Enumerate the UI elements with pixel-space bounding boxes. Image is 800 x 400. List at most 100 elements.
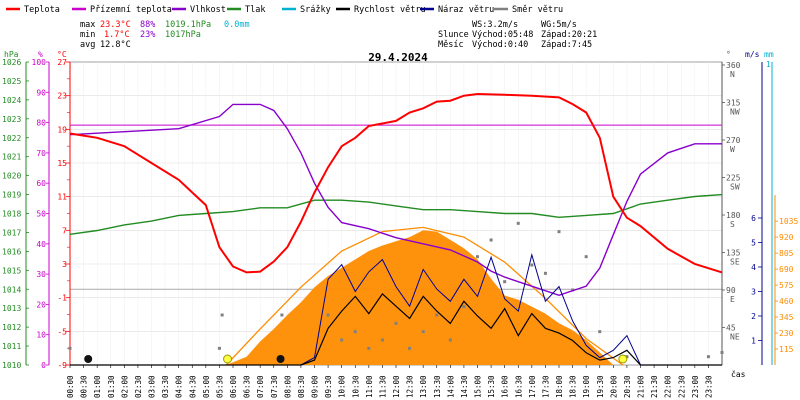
- x-tick-label: 12:30: [406, 375, 415, 398]
- hpa-tick-label: 1019: [2, 191, 21, 200]
- pct-tick-label: 10: [36, 331, 46, 340]
- x-tick-label: 06:30: [243, 375, 252, 398]
- temp-tick-label: 15: [57, 159, 67, 168]
- dir-tick-label: 225: [726, 174, 741, 183]
- x-tick-label: 19:30: [596, 375, 605, 398]
- hpa-tick-label: 1026: [2, 58, 21, 67]
- pct-tick-label: 20: [36, 300, 46, 309]
- x-tick-label: 12:00: [392, 375, 401, 398]
- hpa-tick-label: 1017: [2, 228, 21, 237]
- x-tick-label: 20:30: [623, 375, 632, 398]
- x-tick-label: 22:00: [664, 375, 673, 398]
- x-tick-label: 23:30: [704, 375, 713, 398]
- pct-tick-label: 80: [36, 119, 46, 128]
- series-theoretical-radiation: [225, 226, 624, 366]
- chart-title: 29.4.2024: [368, 51, 428, 64]
- dir-compass-label: N: [730, 70, 735, 79]
- wind-direction-point: [435, 313, 439, 317]
- moonrise-icon: [84, 355, 93, 363]
- solar-tick-label: 115: [779, 345, 794, 354]
- ms-tick-label: 6: [751, 214, 756, 223]
- hpa-tick-label: 1011: [2, 342, 21, 351]
- hpa-tick-label: 1021: [2, 153, 21, 162]
- hpa-tick-label: 1014: [2, 285, 21, 294]
- x-tick-label: 20:00: [609, 375, 618, 398]
- wind-direction-point: [421, 330, 425, 334]
- ms-tick-label: 5: [751, 239, 756, 248]
- x-tick-label: 09:00: [311, 375, 320, 398]
- stat-sunset: Západ:20:21: [541, 30, 597, 40]
- x-tick-label: 23:00: [691, 375, 700, 398]
- pct-tick-label: 0: [41, 361, 46, 370]
- legend-label: Srážky: [300, 5, 331, 15]
- hpa-tick-label: 1020: [2, 172, 21, 181]
- stat-min-temp: 1.7°C: [104, 30, 130, 40]
- ms-tick-label: 3: [751, 288, 756, 297]
- dir-tick-label: 45: [726, 324, 736, 333]
- legend-label: Rychlost větru: [354, 5, 426, 15]
- hpa-tick-label: 1018: [2, 210, 21, 219]
- wind-direction-point: [326, 313, 330, 317]
- wind-direction-point: [543, 271, 547, 275]
- series-solar-radiation: [70, 230, 722, 365]
- x-tick-label: 15:00: [474, 375, 483, 398]
- temp-tick-label: -5: [57, 327, 67, 336]
- x-tick-label: 10:00: [338, 375, 347, 398]
- x-tick-label: 17:00: [528, 375, 537, 398]
- pct-tick-label: 30: [36, 270, 46, 279]
- wind-direction-point: [367, 346, 371, 350]
- x-tick-label: 22:30: [677, 375, 686, 398]
- ms-tick-label: 2: [751, 312, 756, 321]
- stat-wg: WG:5m/s: [541, 20, 577, 30]
- x-tick-label: 02:30: [134, 375, 143, 398]
- x-tick-label: 10:30: [351, 375, 360, 398]
- hpa-axis-unit: hPa: [4, 50, 19, 59]
- wind-direction-point: [462, 305, 466, 309]
- ms-tick-label: 1: [751, 337, 756, 346]
- hpa-tick-label: 1012: [2, 323, 21, 332]
- x-tick-label: 03:00: [148, 375, 157, 398]
- wind-direction-point: [394, 321, 398, 325]
- series-wind-speed: [70, 292, 722, 366]
- stat-min-press: 1017hPa: [165, 30, 201, 40]
- dir-tick-label: 270: [726, 136, 741, 145]
- legend-label: Vlhkost: [190, 5, 226, 15]
- wind-direction-point: [584, 255, 588, 259]
- wind-direction-point: [340, 338, 344, 342]
- x-tick-label: 01:00: [93, 375, 102, 398]
- wind-direction-point: [571, 288, 575, 292]
- x-tick-label: 04:00: [175, 375, 184, 398]
- stat-ws: WS:3.2m/s: [472, 20, 518, 30]
- x-tick-label: 17:30: [541, 375, 550, 398]
- x-tick-label: 11:30: [378, 375, 387, 398]
- wind-direction-point: [476, 255, 479, 259]
- axes: hPa1026102510241023102210211020101910181…: [2, 50, 798, 398]
- x-tick-label: 13:30: [433, 375, 442, 398]
- dir-compass-label: SE: [730, 258, 740, 267]
- dir-compass-label: NW: [730, 108, 740, 117]
- series-wind-gust: [70, 252, 722, 366]
- x-tick-label: 21:00: [637, 375, 646, 398]
- legend-label: Teplota: [24, 5, 60, 15]
- hpa-tick-label: 1013: [2, 304, 21, 313]
- wind-direction-point: [280, 313, 284, 317]
- solar-tick-label: 460: [779, 297, 794, 306]
- wind-direction-point: [380, 338, 384, 342]
- dir-axis-unit: °: [726, 50, 731, 59]
- x-tick-label: 06:00: [229, 375, 238, 398]
- temp-tick-label: 23: [57, 92, 67, 101]
- stat-moonrise: Východ:0:40: [472, 40, 528, 50]
- hpa-tick-label: 1024: [2, 96, 21, 105]
- stat-avg-temp: 12.8°C: [100, 40, 131, 50]
- sunrise-icon: [223, 354, 233, 364]
- legend: Teplota Přízemní teplota Vlhkost Tlak Srážky…: [6, 5, 563, 15]
- x-tick-label: 18:30: [569, 375, 578, 398]
- solar-tick-label: 920: [779, 233, 794, 242]
- wind-direction-point: [503, 280, 507, 284]
- x-tick-label: 18:00: [555, 375, 564, 398]
- wind-direction-point: [598, 330, 602, 334]
- wind-direction-point: [530, 263, 534, 267]
- wind-direction-point: [516, 221, 520, 225]
